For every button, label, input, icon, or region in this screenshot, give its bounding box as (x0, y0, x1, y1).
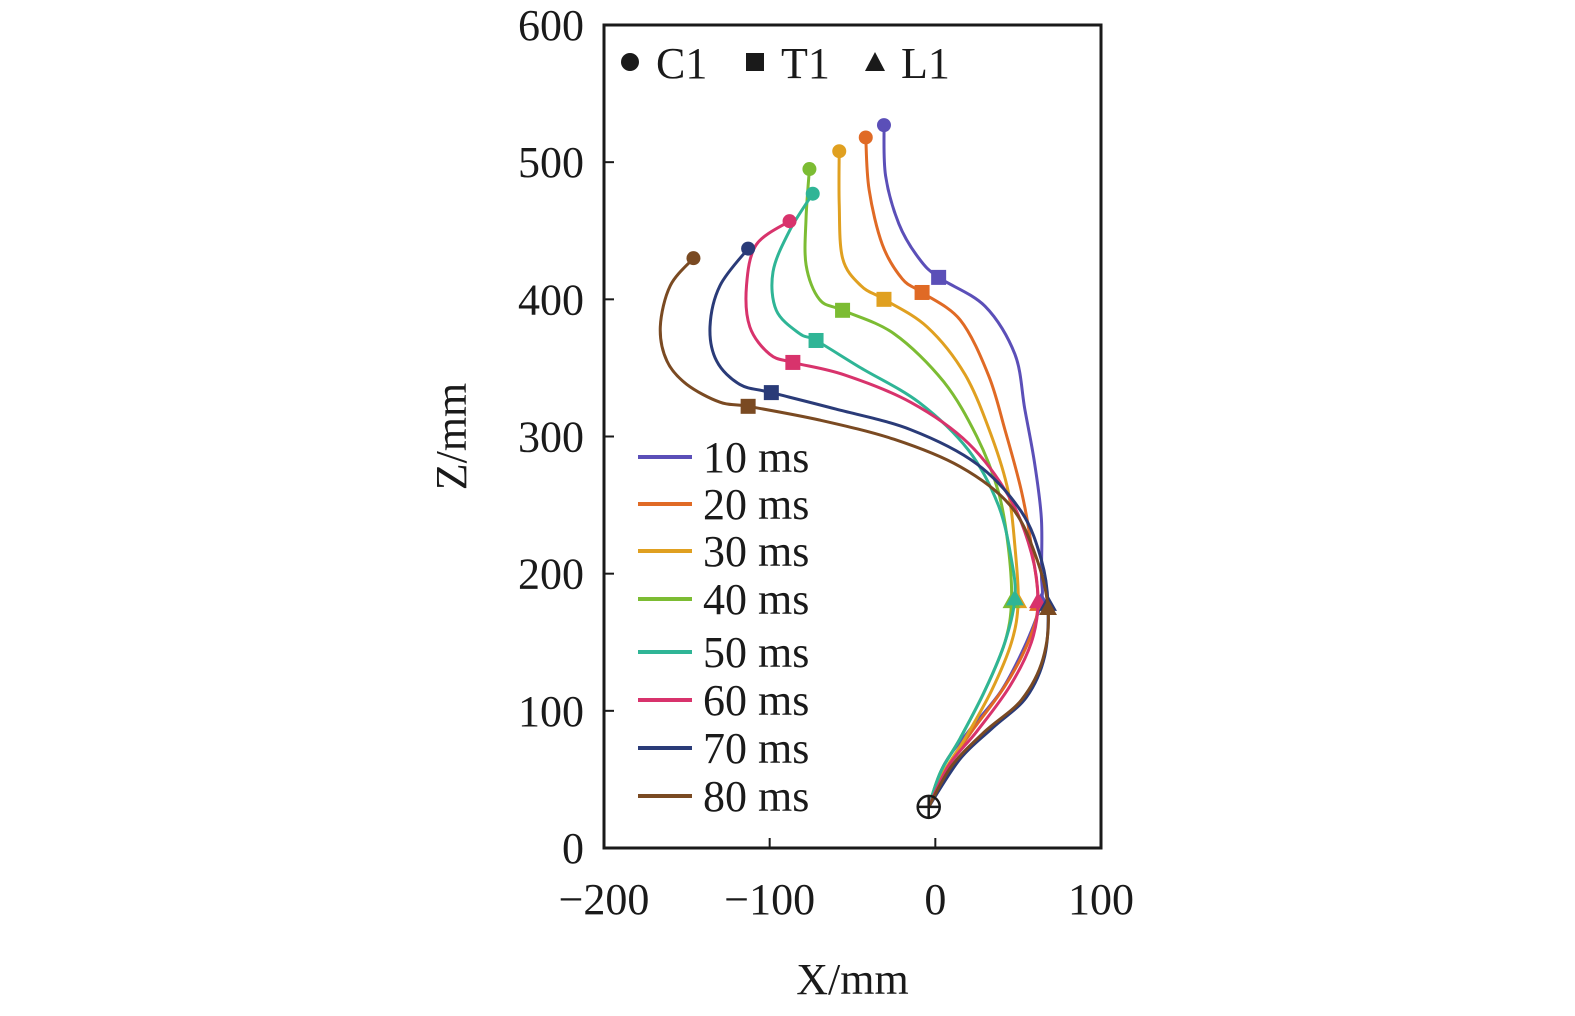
marker-legend-label: L1 (901, 39, 950, 88)
series-line (770, 192, 1017, 809)
t1-marker (931, 269, 947, 285)
marker-legend-label: T1 (781, 39, 830, 88)
x-axis-label: X/mm (796, 955, 908, 1004)
c1-marker (805, 186, 820, 201)
legend-item: 60 ms (638, 676, 809, 725)
legend-label: 20 ms (703, 480, 809, 529)
legend-item: 70 ms (638, 724, 809, 773)
origin-marker (916, 794, 941, 820)
marker-legend-label: C1 (656, 39, 707, 88)
c1-marker (802, 162, 817, 177)
legend-item: 50 ms (638, 628, 809, 677)
series-line (658, 256, 1050, 809)
circle-icon (621, 53, 639, 71)
legend-item: 20 ms (638, 480, 809, 529)
x-tick-label: 0 (924, 875, 946, 924)
legend-item: 80 ms (638, 772, 809, 821)
t1-marker (876, 291, 892, 307)
legend-item: 30 ms (638, 527, 809, 576)
series-line (744, 219, 1040, 809)
series-line (864, 136, 1040, 809)
c1-marker (782, 214, 797, 229)
y-tick-label: 100 (518, 687, 584, 736)
y-axis-label: Z/mm (427, 383, 476, 491)
x-tick-label: 100 (1068, 875, 1134, 924)
c1-marker (876, 118, 891, 133)
triangle-icon (865, 52, 885, 71)
c1-marker (832, 144, 847, 159)
plot-area (658, 118, 1057, 820)
marker-legend-t1: T1 (746, 39, 830, 88)
y-tick-label: 400 (518, 275, 584, 324)
plot-frame (602, 23, 1103, 850)
x-tick-label: −100 (724, 875, 815, 924)
axis-ticks: −200 −100 0 100 0 100 200 300 400 500 600 (518, 1, 1134, 924)
y-tick-label: 0 (562, 824, 584, 873)
t1-marker (763, 385, 779, 401)
legend-label: 40 ms (703, 575, 809, 624)
legend-label: 30 ms (703, 527, 809, 576)
legend-label: 50 ms (703, 628, 809, 677)
y-tick-label: 600 (518, 1, 584, 50)
t1-marker (785, 354, 801, 370)
series-line (708, 247, 1050, 809)
y-tick-label: 200 (518, 550, 584, 599)
marker-legend-c1: C1 (621, 39, 707, 88)
series-8 (658, 251, 1057, 809)
t1-marker (835, 302, 851, 318)
series-5 (770, 186, 1024, 809)
series-line (837, 149, 1020, 809)
t1-marker (740, 398, 756, 414)
square-icon (746, 53, 764, 71)
series-1 (876, 118, 1051, 809)
l1-marker (1038, 598, 1057, 615)
legend-label: 10 ms (703, 433, 809, 482)
c1-marker (741, 241, 756, 256)
y-tick-label: 300 (518, 413, 584, 462)
legend-label: 80 ms (703, 772, 809, 821)
series-3 (832, 144, 1028, 809)
marker-legend: C1 T1 L1 (621, 39, 950, 88)
y-tick-label: 500 (518, 138, 584, 187)
x-tick-label: −200 (559, 875, 650, 924)
l1-marker (1005, 589, 1024, 606)
t1-marker (914, 284, 930, 300)
marker-legend-l1: L1 (865, 39, 950, 88)
l1-marker (1029, 592, 1048, 609)
c1-marker (858, 130, 873, 145)
c1-marker (686, 251, 701, 266)
legend-label: 70 ms (703, 724, 809, 773)
legend-item: 10 ms (638, 433, 809, 482)
legend-item: 40 ms (638, 575, 809, 624)
series-6 (744, 214, 1048, 809)
t1-marker (808, 332, 824, 348)
legend-label: 60 ms (703, 676, 809, 725)
